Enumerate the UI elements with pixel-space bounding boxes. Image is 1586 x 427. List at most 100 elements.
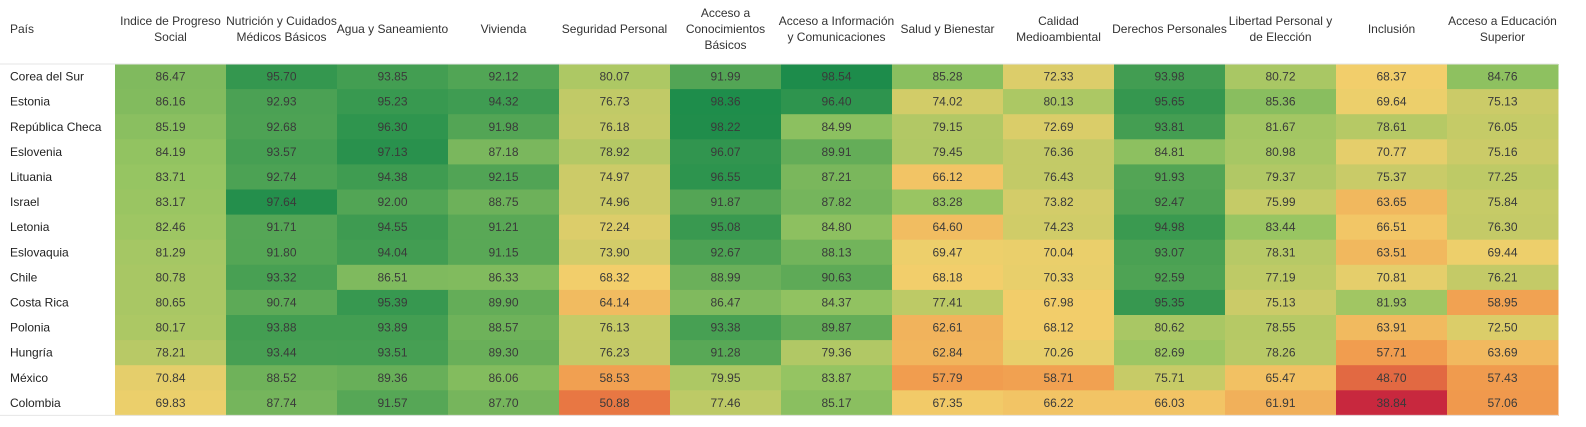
heatmap-cell: [781, 64, 893, 90]
heatmap-cell: [1447, 390, 1559, 416]
cell-value: 74.02: [932, 95, 962, 109]
column-header: Acceso a Información y Comunicaciones: [779, 14, 894, 44]
cell-value: 80.07: [599, 70, 629, 84]
cell-value: 84.80: [821, 220, 851, 234]
heatmap-cell: [781, 340, 893, 366]
heatmap-cell: [1114, 139, 1226, 165]
cell-value: 92.59: [1154, 270, 1184, 284]
heatmap-cell: [448, 139, 560, 165]
heatmap-cell: [115, 89, 227, 115]
heatmap-cell: [115, 164, 227, 190]
cell-value: 98.22: [710, 120, 740, 134]
cell-value: 68.32: [599, 270, 629, 284]
heatmap-cell: [1225, 239, 1337, 266]
cell-value: 75.84: [1487, 195, 1517, 209]
cell-value: 72.24: [599, 220, 629, 234]
heatmap-cell: [115, 239, 227, 266]
cell-value: 61.91: [1265, 396, 1295, 410]
cell-value: 92.47: [1154, 195, 1184, 209]
cell-value: 83.71: [155, 170, 185, 184]
cell-value: 70.26: [1043, 346, 1073, 360]
heatmap-cell: [670, 239, 782, 266]
cell-value: 74.97: [599, 170, 629, 184]
heatmap-cell: [337, 264, 449, 291]
cell-value: 93.38: [710, 321, 740, 335]
heatmap-cell: [1336, 340, 1448, 366]
heatmap-cell: [1114, 365, 1226, 391]
cell-value: 68.12: [1043, 321, 1073, 335]
heatmap-cell: [1003, 340, 1115, 366]
heatmap-cell: [1336, 89, 1448, 115]
cell-value: 85.28: [932, 70, 962, 84]
row-label: Estonia: [10, 95, 50, 109]
cell-value: 66.22: [1043, 396, 1073, 410]
heatmap-cell: [892, 189, 1004, 216]
cell-value: 88.52: [266, 371, 296, 385]
heatmap-cell: [892, 64, 1004, 90]
cell-value: 87.82: [821, 195, 851, 209]
cell-value: 65.47: [1265, 371, 1295, 385]
cell-value: 48.70: [1376, 371, 1406, 385]
cell-value: 78.61: [1376, 120, 1406, 134]
cell-value: 73.90: [599, 245, 629, 259]
cell-value: 77.46: [710, 396, 740, 410]
cell-value: 86.33: [488, 270, 518, 284]
heatmap-cell: [1447, 139, 1559, 165]
row-label: Letonia: [10, 220, 50, 234]
cell-value: 69.47: [932, 245, 962, 259]
cell-value: 83.87: [821, 371, 851, 385]
cell-value: 70.33: [1043, 270, 1073, 284]
heatmap-cell: [1225, 189, 1337, 216]
cell-value: 92.74: [266, 170, 296, 184]
heatmap-cell: [1225, 214, 1337, 241]
row-label: Lituania: [10, 170, 52, 184]
cell-value: 91.15: [488, 245, 518, 259]
column-header: Inclusión: [1368, 22, 1415, 36]
heatmap-cells: 86.47 95.70 93.85 92.12 80.07 91.99 98.54 85.28…: [0, 63, 1559, 416]
heatmap-cell: [448, 114, 560, 140]
heatmap-cell: [448, 214, 560, 241]
cell-value: 90.63: [821, 270, 851, 284]
heatmap-cell: [115, 390, 227, 416]
cell-value: 83.17: [155, 195, 185, 209]
heatmap-cell: [670, 264, 782, 291]
row-label: Israel: [10, 195, 39, 209]
heatmap-cell: [1336, 214, 1448, 241]
cell-value: 88.13: [821, 245, 851, 259]
cell-value: 98.54: [821, 70, 851, 84]
column-header: Indice de Progreso Social: [120, 14, 221, 44]
cell-value: 66.51: [1376, 220, 1406, 234]
cell-value: 77.41: [932, 295, 962, 309]
heatmap-cell: [115, 289, 227, 316]
heatmap-cell: [337, 89, 449, 115]
cell-value: 80.98: [1265, 145, 1295, 159]
row-label: Eslovaquia: [10, 245, 69, 259]
cell-value: 86.06: [488, 371, 518, 385]
heatmap-cell: [670, 214, 782, 241]
heatmap-cell: [337, 64, 449, 90]
heatmap-cell: [1336, 189, 1448, 216]
heatmap-cell: [1225, 164, 1337, 190]
heatmap-cell: [448, 239, 560, 266]
heatmap-cell: [1447, 114, 1559, 140]
cell-value: 70.81: [1376, 270, 1406, 284]
heatmap-cell: [670, 114, 782, 140]
cell-value: 84.19: [155, 145, 185, 159]
heatmap-cell: [670, 289, 782, 316]
cell-value: 92.67: [710, 245, 740, 259]
heatmap-cell: [781, 214, 893, 241]
cell-value: 88.99: [710, 270, 740, 284]
cell-value: 76.36: [1043, 145, 1073, 159]
heatmap-cell: [670, 64, 782, 90]
cell-value: 77.25: [1487, 170, 1517, 184]
cell-value: 69.44: [1487, 245, 1517, 259]
cell-value: 74.96: [599, 195, 629, 209]
row-label: Colombia: [10, 396, 61, 410]
heatmap-cell: [226, 139, 338, 165]
cell-value: 64.60: [932, 220, 962, 234]
column-header: Vivienda: [481, 22, 527, 36]
cell-value: 92.12: [488, 70, 518, 84]
heatmap-cell: [226, 64, 338, 90]
heatmap-cell: [559, 289, 671, 316]
cell-value: 93.32: [266, 270, 296, 284]
